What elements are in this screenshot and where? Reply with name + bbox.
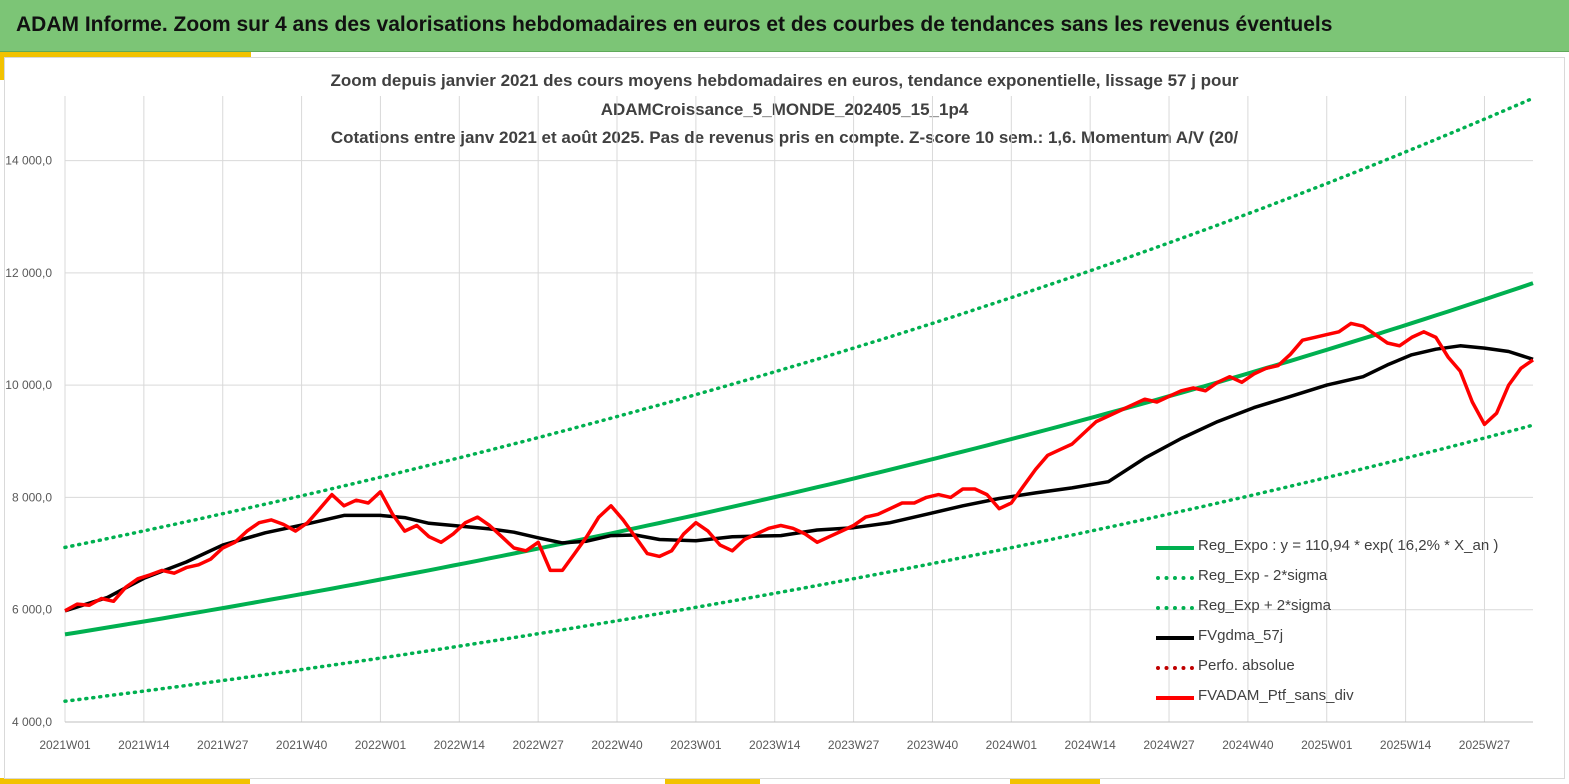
banner: ADAM Informe. Zoom sur 4 ans des valoris…: [0, 0, 1569, 52]
legend-swatch-dotted-green: [1156, 576, 1194, 580]
legend-item-reg-exp-plus: Reg_Exp + 2*sigma: [1152, 593, 1552, 623]
y-tick-label: 12 000,0: [5, 266, 52, 280]
x-tick-label: 2022W40: [591, 738, 643, 752]
x-axis-labels: 2021W01 2021W14 2021W27 2021W40 2022W01 2022W…: [39, 738, 1510, 752]
x-tick-label: 2022W01: [355, 738, 407, 752]
x-tick-label: 2022W14: [434, 738, 486, 752]
legend-item-portfolio: FVADAM_Ptf_sans_div: [1152, 683, 1552, 713]
series-layer: [63, 96, 1535, 703]
series-reg-exp-minus-2sigma: [63, 423, 1535, 703]
y-tick-label: 8 000,0: [12, 490, 52, 504]
x-tick-label: 2024W14: [1064, 738, 1116, 752]
x-tick-label: 2021W14: [118, 738, 170, 752]
legend-item-fvgdma: FVgdma_57j: [1152, 623, 1552, 653]
series-reg-exp-plus-2sigma: [63, 96, 1535, 550]
chart-title-line-1: Zoom depuis janvier 2021 des cours moyen…: [330, 71, 1239, 90]
x-tick-label: 2025W01: [1301, 738, 1353, 752]
accent-bar: [3, 52, 251, 57]
x-tick-label: 2025W27: [1459, 738, 1511, 752]
x-tick-label: 2023W14: [749, 738, 801, 752]
y-tick-label: 10 000,0: [5, 378, 52, 392]
legend-label: Reg_Exp + 2*sigma: [1198, 597, 1331, 614]
legend-label: FVgdma_57j: [1198, 627, 1284, 644]
y-tick-label: 4 000,0: [12, 715, 52, 729]
accent-bar-bottom: [0, 778, 250, 784]
series-reg-expo: [64, 281, 1534, 637]
x-tick-label: 2021W01: [39, 738, 91, 752]
legend-item-perfo: Perfo. absolue: [1152, 653, 1552, 683]
legend-item-reg-exp-minus: Reg_Exp - 2*sigma: [1152, 563, 1552, 593]
x-tick-label: 2024W01: [986, 738, 1038, 752]
x-tick-label: 2025W14: [1380, 738, 1432, 752]
accent-bar-bottom-right: [1010, 778, 1100, 784]
x-tick-label: 2023W40: [907, 738, 959, 752]
legend-swatch-solid-green: [1156, 546, 1194, 550]
accent-bar-left: [0, 52, 4, 80]
x-tick-label: 2021W27: [197, 738, 249, 752]
x-tick-label: 2023W27: [828, 738, 880, 752]
legend-label: Reg_Expo : y = 110,94 * exp( 16,2% * X_a…: [1198, 537, 1499, 554]
chart-frame: [4, 57, 1565, 779]
legend-item-reg-expo: Reg_Expo : y = 110,94 * exp( 16,2% * X_a…: [1152, 533, 1552, 563]
legend-label: Perfo. absolue: [1198, 657, 1295, 674]
y-tick-label: 14 000,0: [5, 154, 52, 168]
x-tick-label: 2021W40: [276, 738, 328, 752]
legend-swatch-solid-red: [1156, 696, 1194, 700]
legend-label: Reg_Exp - 2*sigma: [1198, 567, 1328, 584]
accent-bar-bottom-middle: [665, 778, 760, 784]
y-axis-labels: 4 000,0 6 000,0 8 000,0 10 000,0 12 000,0 14 …: [5, 154, 52, 729]
x-tick-label: 2023W01: [670, 738, 722, 752]
page-title: ADAM Informe. Zoom sur 4 ans des valoris…: [16, 13, 1333, 36]
series-fvadam-ptf-sans-div: [64, 321, 1534, 613]
x-tick-label: 2022W27: [512, 738, 564, 752]
legend-swatch-solid-black: [1156, 636, 1194, 640]
legend-swatch-dotted-green: [1156, 606, 1194, 610]
legend: Reg_Expo : y = 110,94 * exp( 16,2% * X_a…: [1152, 533, 1552, 713]
legend-label: FVADAM_Ptf_sans_div: [1198, 687, 1354, 704]
x-tick-label: 2024W40: [1222, 738, 1274, 752]
y-tick-label: 6 000,0: [12, 603, 52, 617]
x-tick-label: 2024W27: [1143, 738, 1195, 752]
grid: [64, 96, 1533, 723]
chart-title-line-2: ADAMCroissance_5_MONDE_202405_15_1p4: [600, 100, 969, 119]
legend-swatch-dotted-red: [1156, 666, 1194, 670]
